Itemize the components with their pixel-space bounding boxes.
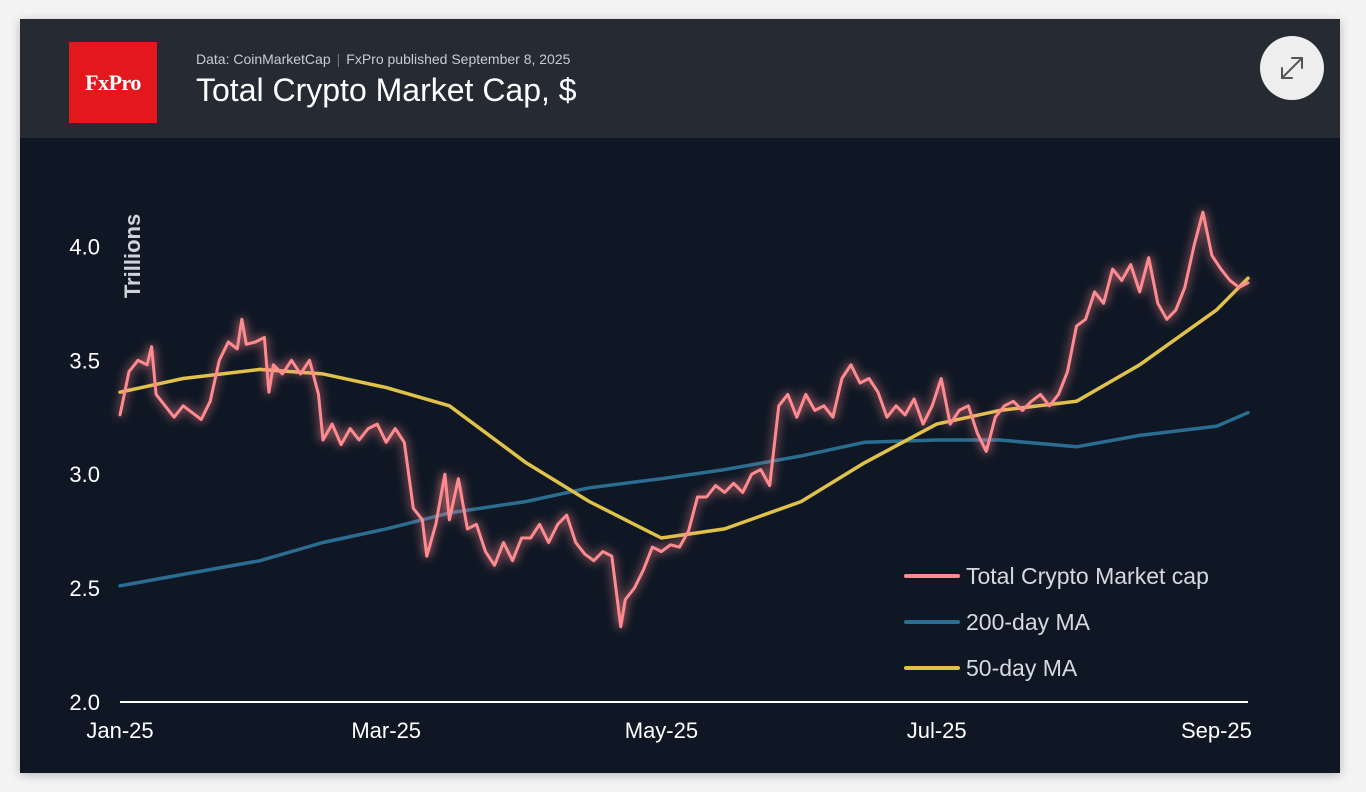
- series-line-200-day-ma: [118, 410, 1250, 588]
- x-tick-label: Jan-25: [86, 718, 153, 743]
- y-tick-label: 3.5: [69, 348, 100, 373]
- legend-label: 200-day MA: [966, 609, 1091, 635]
- expand-button[interactable]: [1260, 36, 1324, 100]
- y-tick-label: 2.0: [69, 690, 100, 715]
- y-axis: 2.0 2.5 3.0 3.5 4.0: [69, 234, 100, 715]
- fxpro-logo: FxPro: [69, 42, 157, 123]
- series-line-total-crypto-market-cap: [118, 210, 1250, 629]
- meta-separator: |: [336, 51, 341, 67]
- series-line-50-day-ma: [118, 276, 1250, 540]
- line-chart: 2.0 2.5 3.0 3.5 4.0 Jan-25 Mar-25 May-25 Jul-25…: [69, 210, 1252, 743]
- y-tick-label: 4.0: [69, 234, 100, 259]
- x-tick-label: Mar-25: [351, 718, 421, 743]
- series-layer: [118, 210, 1250, 629]
- x-axis: Jan-25 Mar-25 May-25 Jul-25 Sep-25: [86, 701, 1252, 743]
- y-tick-label: 2.5: [69, 576, 100, 601]
- y-axis-label: Trillions: [120, 214, 145, 298]
- x-tick-label: May-25: [625, 718, 698, 743]
- legend: Total Crypto Market cap 200-day MA 50-day …: [904, 563, 1209, 681]
- expand-arrows-icon: [1281, 57, 1303, 79]
- data-source: Data: CoinMarketCap: [196, 51, 331, 67]
- chart-header: FxPro Data: CoinMarketCap | FxPro publishe…: [20, 19, 1340, 138]
- x-tick-label: Jul-25: [907, 718, 967, 743]
- chart-meta: Data: CoinMarketCap | FxPro published Sept…: [196, 51, 570, 67]
- legend-label: 50-day MA: [966, 655, 1078, 681]
- x-tick-label: Sep-25: [1181, 718, 1252, 743]
- chart-title: Total Crypto Market Cap, $: [196, 72, 577, 108]
- y-tick-label: 3.0: [69, 462, 100, 487]
- chart-card: FxPro Data: CoinMarketCap | FxPro publishe…: [20, 19, 1340, 773]
- legend-label: Total Crypto Market cap: [966, 563, 1209, 589]
- published-date: FxPro published September 8, 2025: [346, 51, 571, 67]
